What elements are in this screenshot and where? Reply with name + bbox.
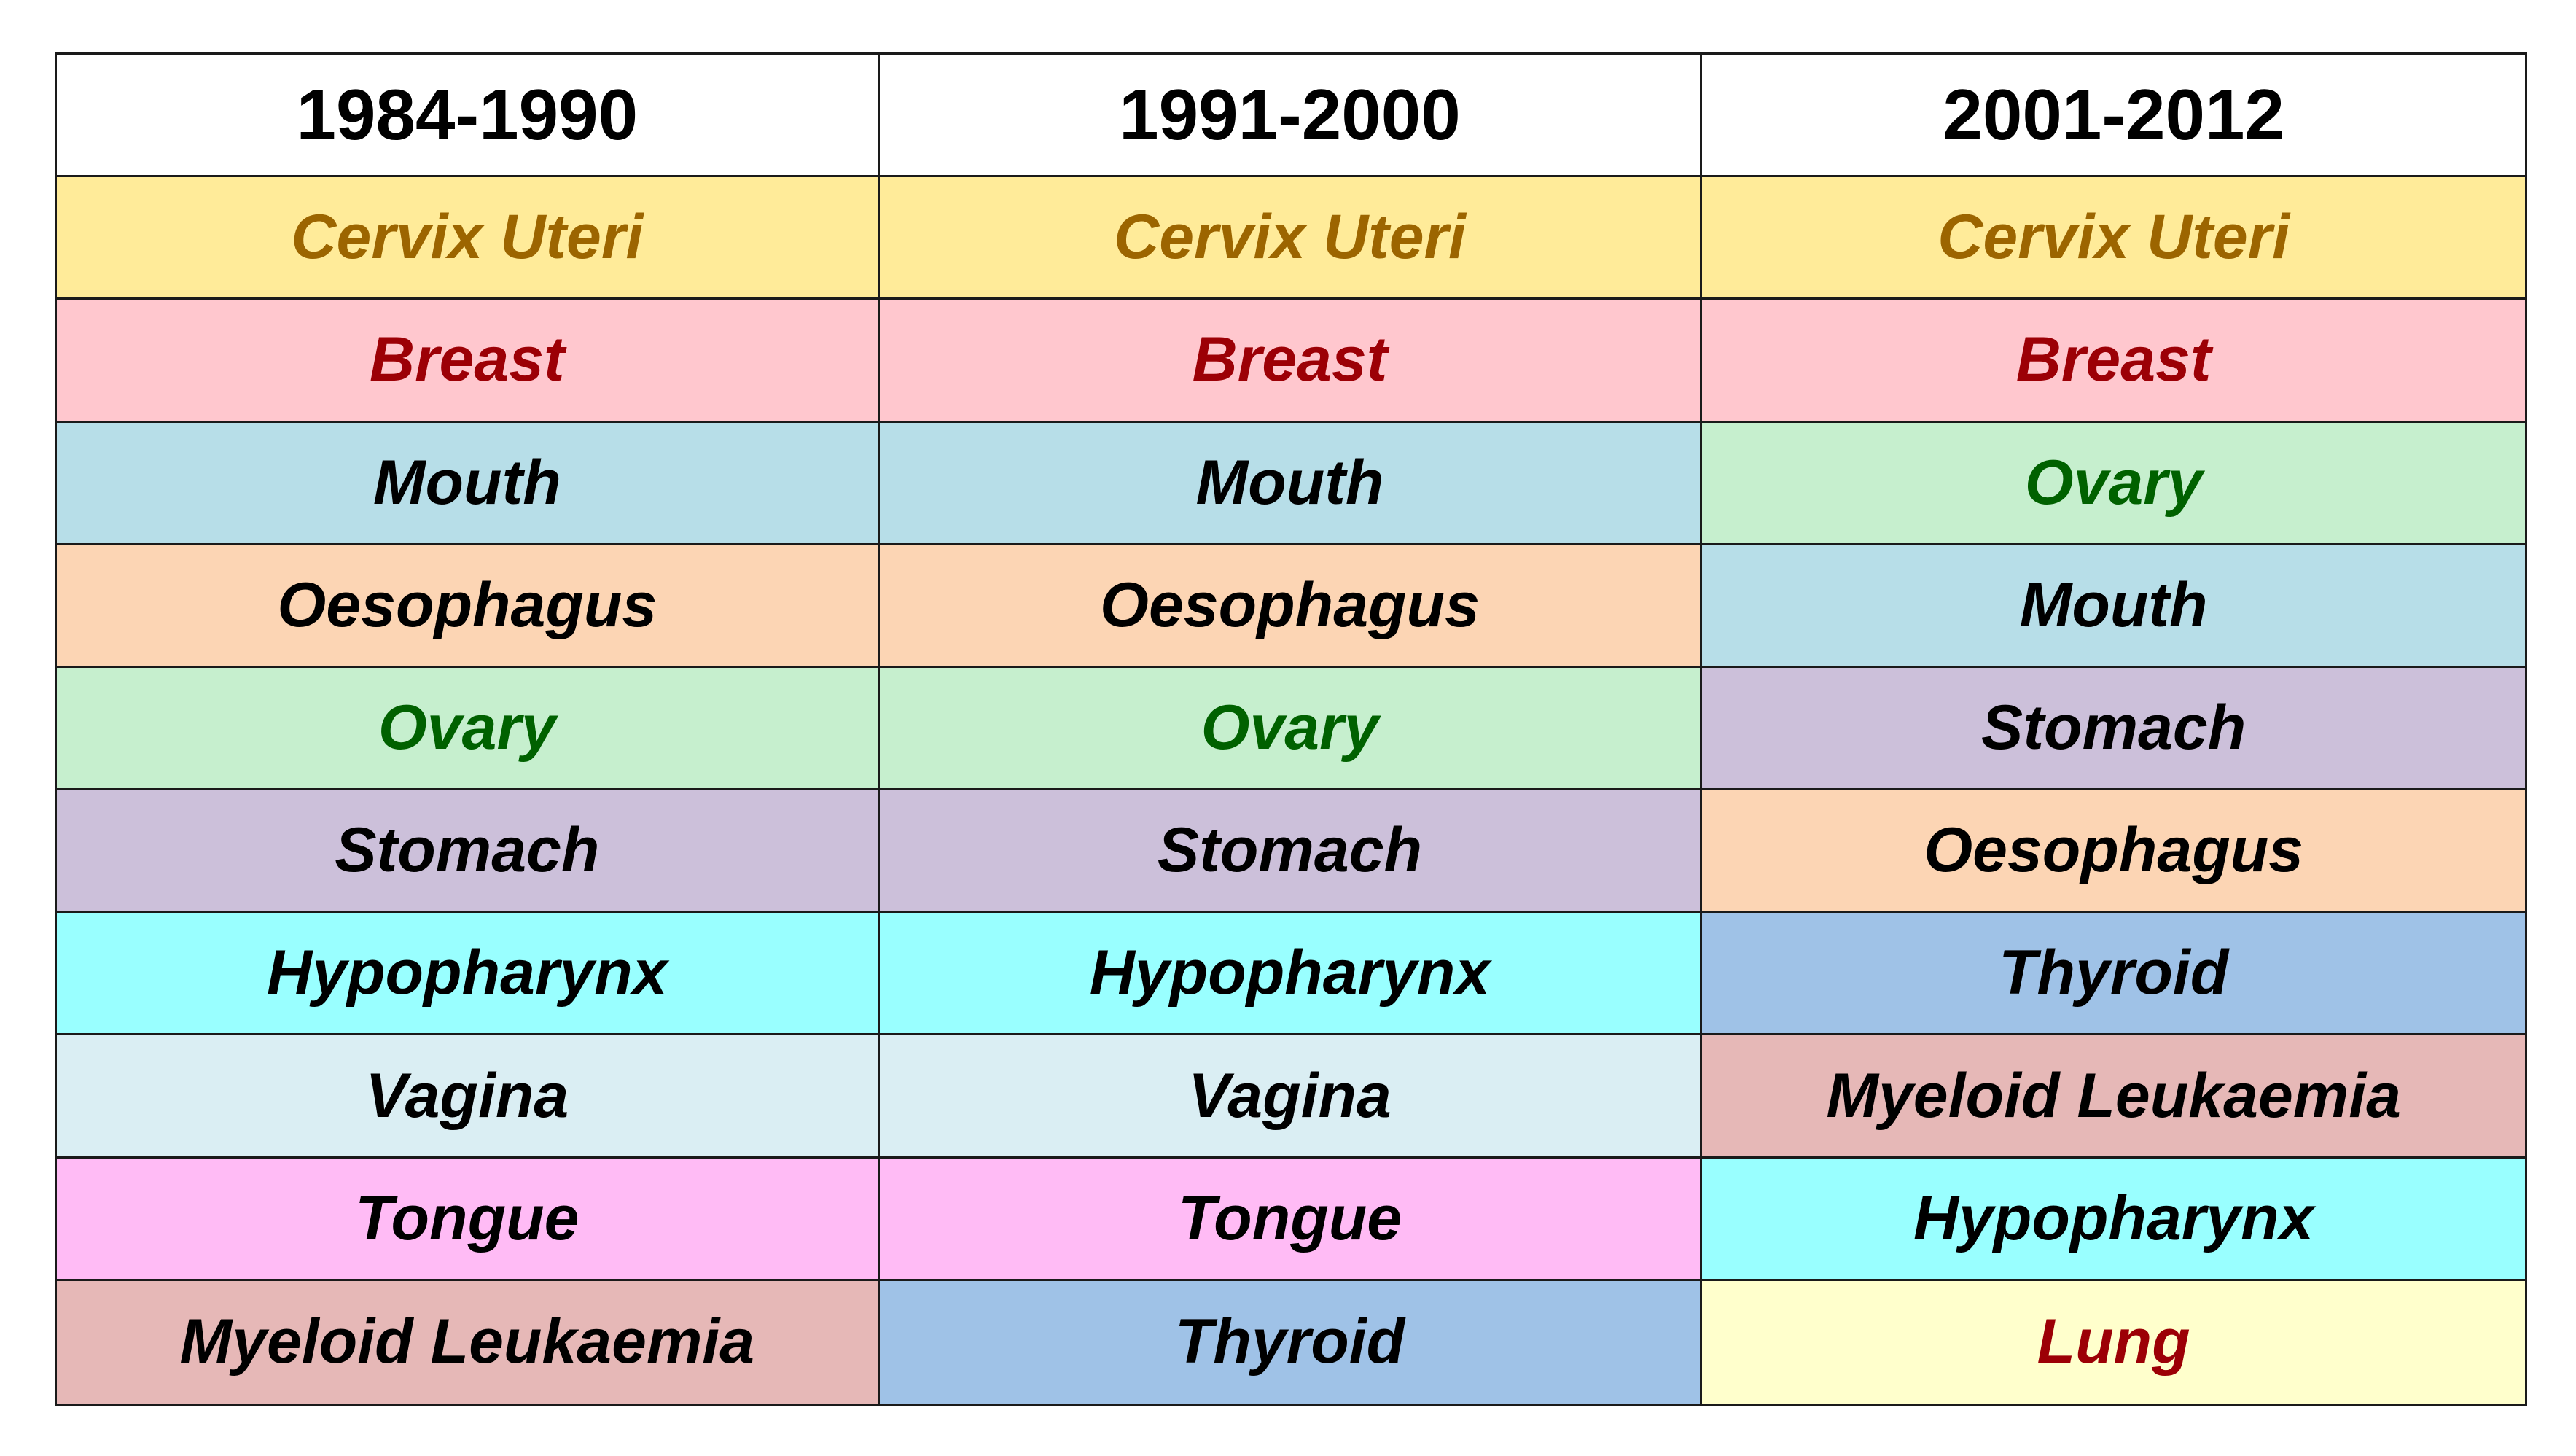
table-cell: Hypopharynx bbox=[879, 913, 1703, 1036]
table-cell: Tongue bbox=[879, 1158, 1703, 1281]
table-cell: Thyroid bbox=[879, 1280, 1703, 1404]
table-cell: Oesophagus bbox=[879, 545, 1703, 668]
table-cell: Mouth bbox=[879, 422, 1703, 545]
table-cell: Cervix Uteri bbox=[57, 177, 880, 300]
table-cell: Breast bbox=[1702, 300, 2525, 423]
table-cell: Tongue bbox=[57, 1158, 880, 1281]
table-cell: Stomach bbox=[879, 790, 1703, 914]
table-cell: Oesophagus bbox=[57, 545, 880, 668]
table-cell: Mouth bbox=[57, 422, 880, 545]
table-cell: Stomach bbox=[57, 790, 880, 914]
column-header: 1991-2000 bbox=[879, 55, 1703, 178]
table-cell: Thyroid bbox=[1702, 913, 2525, 1036]
column-header: 1984-1990 bbox=[57, 55, 880, 178]
table-cell: Mouth bbox=[1702, 545, 2525, 668]
table-cell: Hypopharynx bbox=[1702, 1158, 2525, 1281]
column-header: 2001-2012 bbox=[1702, 55, 2525, 178]
table-cell: Breast bbox=[57, 300, 880, 423]
table-cell: Ovary bbox=[1702, 422, 2525, 545]
table-cell: Ovary bbox=[57, 667, 880, 791]
table-cell: Hypopharynx bbox=[57, 913, 880, 1036]
table-cell: Cervix Uteri bbox=[1702, 177, 2525, 300]
table-cell: Vagina bbox=[57, 1035, 880, 1159]
table-cell: Myeloid Leukaemia bbox=[57, 1280, 880, 1404]
cancer-ranking-table: 1984-1990 1991-2000 2001-2012 Cervix Ute… bbox=[55, 52, 2527, 1406]
table-cell: Lung bbox=[1702, 1280, 2525, 1404]
table-cell: Breast bbox=[879, 300, 1703, 423]
table-cell: Myeloid Leukaemia bbox=[1702, 1035, 2525, 1159]
table-cell: Vagina bbox=[879, 1035, 1703, 1159]
table-cell: Stomach bbox=[1702, 667, 2525, 791]
table-cell: Ovary bbox=[879, 667, 1703, 791]
table-cell: Oesophagus bbox=[1702, 790, 2525, 914]
table-cell: Cervix Uteri bbox=[879, 177, 1703, 300]
